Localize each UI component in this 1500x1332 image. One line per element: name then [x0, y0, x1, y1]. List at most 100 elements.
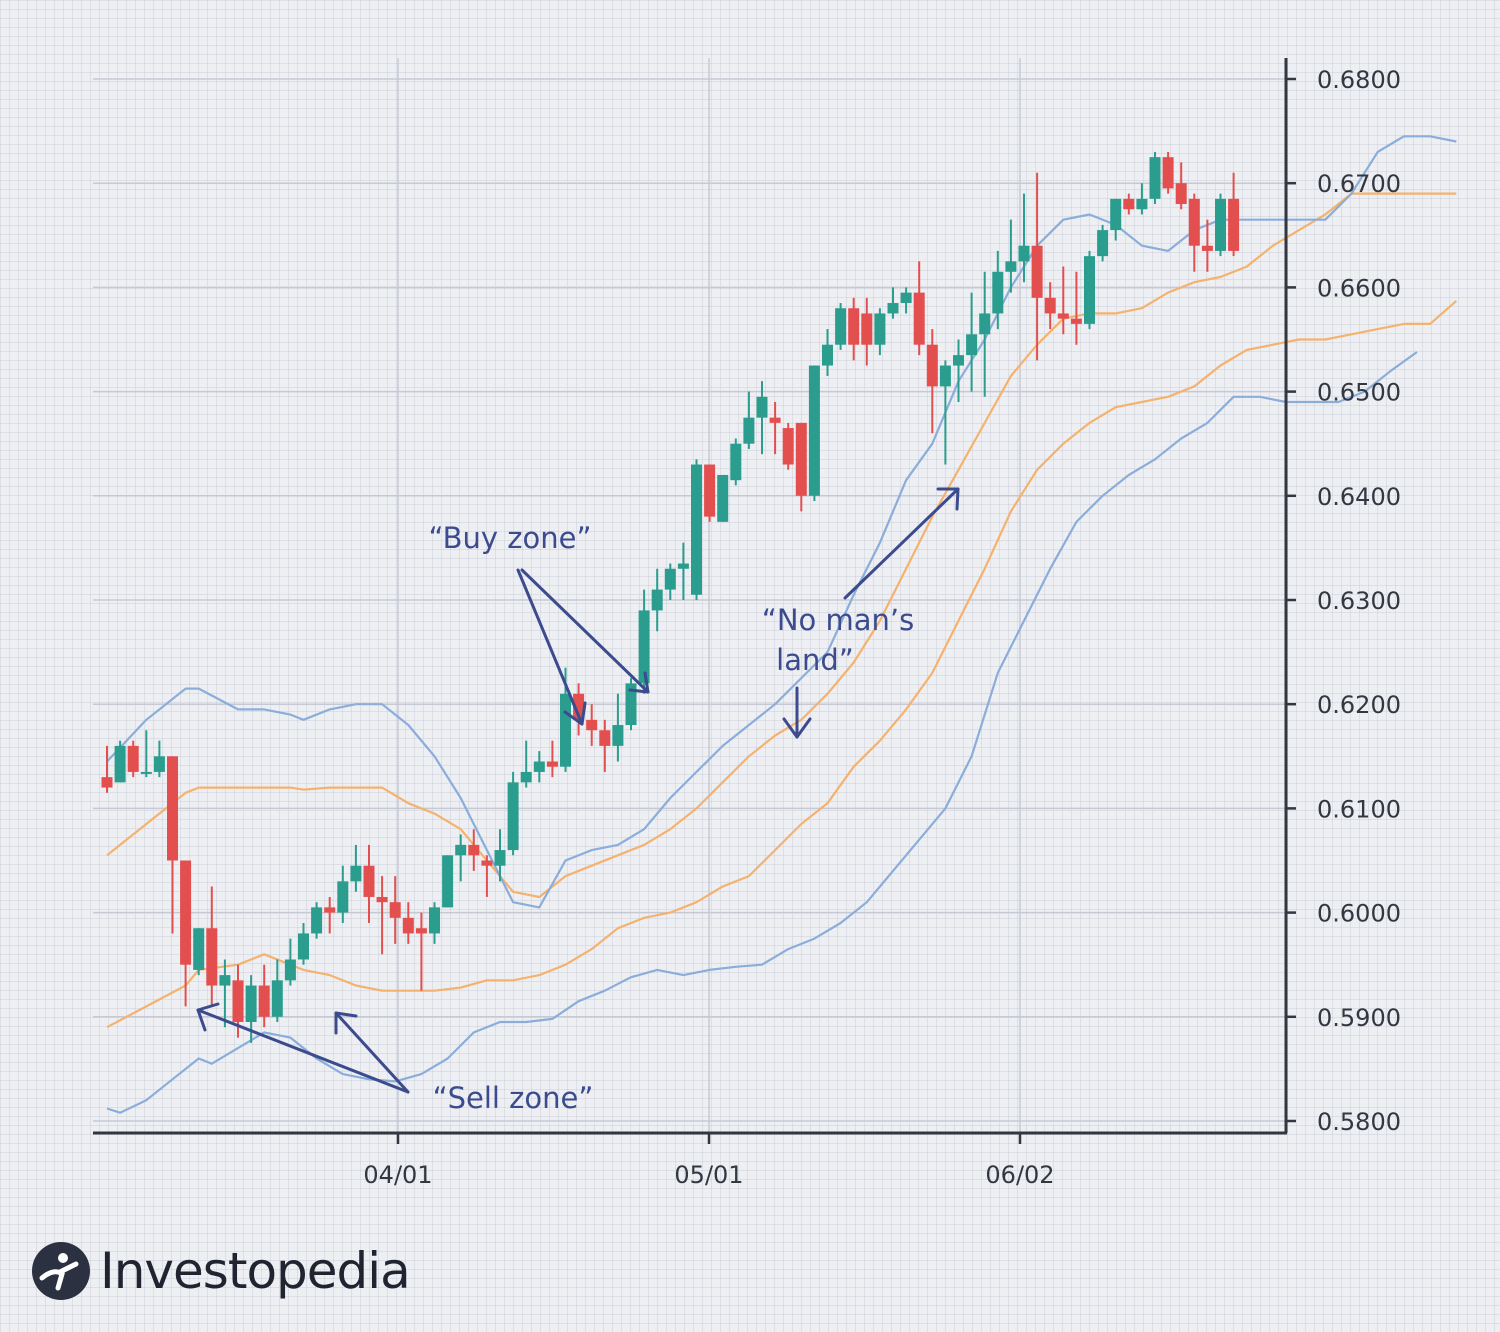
x-tick-label-0: 04/01 — [363, 1161, 432, 1189]
candle-64 — [939, 360, 951, 465]
y-tick-label-4: 0.6200 — [1317, 691, 1401, 719]
candle-15 — [298, 923, 309, 965]
candle-57 — [848, 297, 860, 361]
candle-73 — [1057, 266, 1069, 335]
candle-24 — [415, 912, 427, 991]
arrow-sell-right — [334, 1011, 410, 1094]
annotation-no-mans-land-line2: land” — [776, 643, 854, 677]
investopedia-logo-icon — [32, 1242, 90, 1300]
candle-83 — [1188, 193, 1200, 272]
x-tick-label-2: 06/02 — [985, 1161, 1054, 1189]
candle-60 — [887, 287, 899, 319]
candle-34 — [546, 740, 558, 778]
candle-55 — [822, 329, 833, 376]
candle-43 — [664, 563, 676, 600]
y-tick-label-9: 0.6700 — [1317, 170, 1401, 198]
candle-25 — [429, 902, 440, 944]
candle-50 — [756, 381, 768, 455]
candle-4 — [153, 740, 165, 778]
candle-30 — [494, 829, 506, 882]
candle-46 — [704, 464, 716, 522]
candle-19 — [350, 844, 362, 892]
candle-33 — [533, 751, 545, 783]
investopedia-logo: Investopedia — [32, 1242, 411, 1300]
candle-61 — [900, 287, 912, 314]
candle-32 — [520, 740, 532, 788]
y-tick-label-1: 0.5900 — [1317, 1004, 1401, 1032]
annotation-buy-zone: “Buy zone” — [429, 521, 592, 555]
y-tick-label-8: 0.6600 — [1317, 274, 1401, 302]
candle-71 — [1031, 172, 1043, 361]
candle-44 — [677, 542, 689, 600]
candle-59 — [874, 308, 886, 356]
candle-58 — [861, 297, 873, 366]
candle-38 — [599, 719, 611, 772]
candle-16 — [311, 902, 323, 939]
candle-37 — [586, 704, 598, 746]
candle-80 — [1149, 151, 1161, 205]
candle-23 — [402, 902, 414, 944]
candle-65 — [953, 339, 964, 403]
candle-70 — [1018, 193, 1030, 283]
candle-62 — [913, 261, 925, 356]
annotations: “Buy zone” “No man’s land” “Sell zone” — [196, 487, 960, 1115]
candle-77 — [1110, 198, 1122, 241]
candle-68 — [992, 250, 1004, 330]
y-tick-label-10: 0.6800 — [1317, 66, 1401, 94]
candle-31 — [507, 771, 519, 856]
candle-28 — [468, 829, 480, 871]
candle-79 — [1136, 183, 1148, 215]
y-tick-label-5: 0.6300 — [1317, 587, 1401, 615]
candle-85 — [1215, 193, 1226, 257]
candle-78 — [1123, 193, 1135, 215]
candle-29 — [481, 855, 493, 897]
candle-13 — [271, 959, 283, 1023]
candle-47 — [717, 474, 729, 522]
axes: 0.5800 0.5900 0.6000 0.6100 0.6200 0.6300 0.64… — [93, 58, 1401, 1189]
candle-69 — [1005, 219, 1017, 293]
candle-0 — [101, 745, 113, 793]
x-tick-label-1: 05/01 — [674, 1161, 743, 1189]
candle-22 — [389, 876, 401, 944]
candle-81 — [1162, 151, 1174, 194]
candle-67 — [979, 271, 991, 397]
y-tick-label-2: 0.6000 — [1317, 900, 1401, 928]
candle-45 — [691, 459, 702, 600]
grid — [93, 58, 1286, 1133]
candle-39 — [612, 693, 624, 762]
candle-40 — [625, 678, 637, 731]
candle-17 — [324, 896, 336, 934]
candle-20 — [363, 844, 375, 924]
arrow-buy-left — [516, 568, 587, 726]
candle-8 — [206, 886, 218, 1007]
candle-84 — [1201, 219, 1213, 272]
candle-48 — [730, 438, 742, 486]
band-line-lower — [106, 300, 1458, 1029]
arrow-buy-right — [520, 568, 650, 694]
candle-66 — [966, 292, 978, 392]
band-line-lower-outer — [106, 351, 1418, 1114]
candle-51 — [769, 402, 781, 455]
candle-49 — [743, 391, 755, 449]
candle-26 — [442, 855, 454, 908]
annotation-sell-zone: “Sell zone” — [433, 1081, 594, 1115]
arrow-no-mans-land-down — [782, 686, 812, 739]
candle-36 — [573, 683, 585, 736]
candle-3 — [140, 730, 152, 778]
annotation-no-mans-land-line1: “No man’s — [762, 603, 914, 637]
y-tick-label-3: 0.6100 — [1317, 795, 1401, 823]
candle-12 — [258, 964, 270, 1028]
arrow-sell-left — [196, 1002, 410, 1094]
candle-76 — [1097, 224, 1109, 262]
arrow-no-mans-land-up — [843, 487, 960, 600]
candle-7 — [193, 928, 205, 976]
candle-86 — [1228, 172, 1240, 257]
investopedia-logo-text: Investopedia — [100, 1242, 411, 1300]
candle-14 — [284, 938, 296, 986]
candle-2 — [127, 740, 139, 778]
candle-27 — [455, 834, 467, 882]
candle-1 — [114, 740, 126, 783]
candle-74 — [1070, 271, 1082, 345]
candle-9 — [219, 959, 231, 1028]
